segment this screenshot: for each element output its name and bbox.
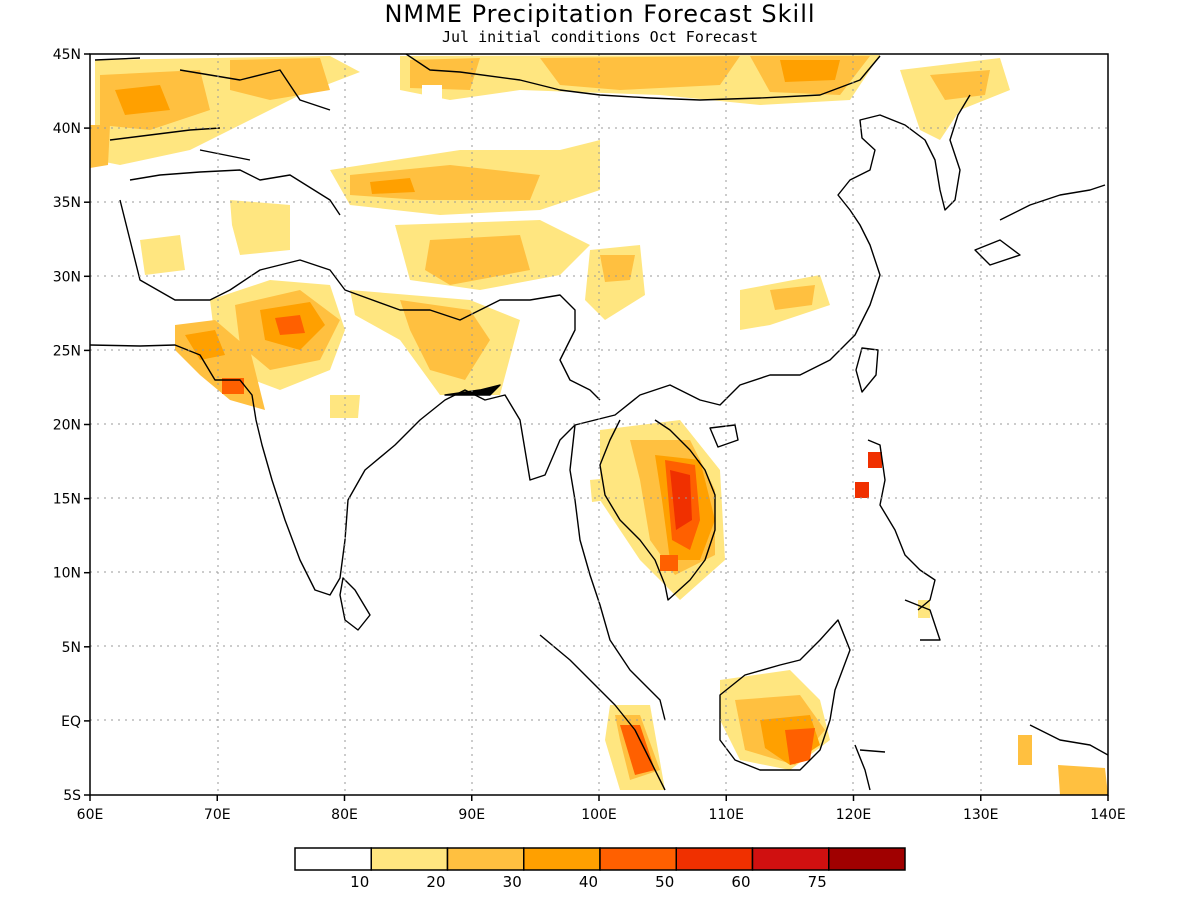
colorbar-label: 60 bbox=[731, 873, 750, 891]
lat-label: 20N bbox=[53, 418, 81, 434]
colorbar-label: 10 bbox=[350, 873, 369, 891]
longitude-ticks: 60E 70E 80E 90E 100E 110E 120E 130E 140E bbox=[77, 795, 1126, 823]
lon-label: 90E bbox=[458, 807, 485, 823]
colorbar-swatch bbox=[599, 847, 677, 871]
lat-label: 35N bbox=[53, 195, 81, 211]
colorbar-label: 40 bbox=[579, 873, 598, 891]
lat-label: 10N bbox=[53, 566, 81, 582]
lat-label: 25N bbox=[53, 343, 81, 359]
lat-label: 15N bbox=[53, 492, 81, 508]
lat-label: 45N bbox=[53, 47, 81, 63]
gridlines bbox=[90, 54, 1108, 795]
colorbar-swatch bbox=[446, 847, 525, 871]
lat-label: 5S bbox=[63, 788, 81, 804]
lon-label: 140E bbox=[1090, 807, 1126, 823]
colorbar-swatch bbox=[675, 847, 754, 871]
lat-label: EQ bbox=[61, 714, 81, 730]
lon-label: 80E bbox=[331, 807, 358, 823]
colorbar-swatch bbox=[294, 847, 372, 871]
colorbar: 10 20 30 40 50 60 75 bbox=[294, 847, 906, 891]
colorbar-swatch bbox=[523, 847, 601, 871]
map-subtitle: Jul initial conditions Oct Forecast bbox=[441, 28, 759, 46]
latitude-ticks: 45N 40N 35N 30N 25N 20N 15N 10N 5N EQ 5S bbox=[53, 47, 90, 804]
coastlines bbox=[90, 54, 1108, 791]
colorbar-swatch bbox=[751, 847, 830, 871]
lat-label: 5N bbox=[62, 640, 81, 656]
colorbar-swatch bbox=[828, 847, 906, 871]
colorbar-label: 20 bbox=[426, 873, 445, 891]
lon-label: 110E bbox=[708, 807, 744, 823]
colorbar-label: 75 bbox=[808, 873, 827, 891]
lon-label: 70E bbox=[204, 807, 231, 823]
colorbar-label: 30 bbox=[503, 873, 522, 891]
lon-label: 130E bbox=[963, 807, 999, 823]
colorbar-label: 50 bbox=[655, 873, 674, 891]
colorbar-swatch bbox=[370, 847, 449, 871]
lon-label: 60E bbox=[77, 807, 104, 823]
lon-label: 120E bbox=[836, 807, 872, 823]
lat-label: 40N bbox=[53, 121, 81, 137]
map-title: NMME Precipitation Forecast Skill bbox=[384, 0, 816, 28]
lon-label: 100E bbox=[581, 807, 617, 823]
lat-label: 30N bbox=[53, 269, 81, 285]
skill-shading bbox=[90, 55, 1108, 795]
